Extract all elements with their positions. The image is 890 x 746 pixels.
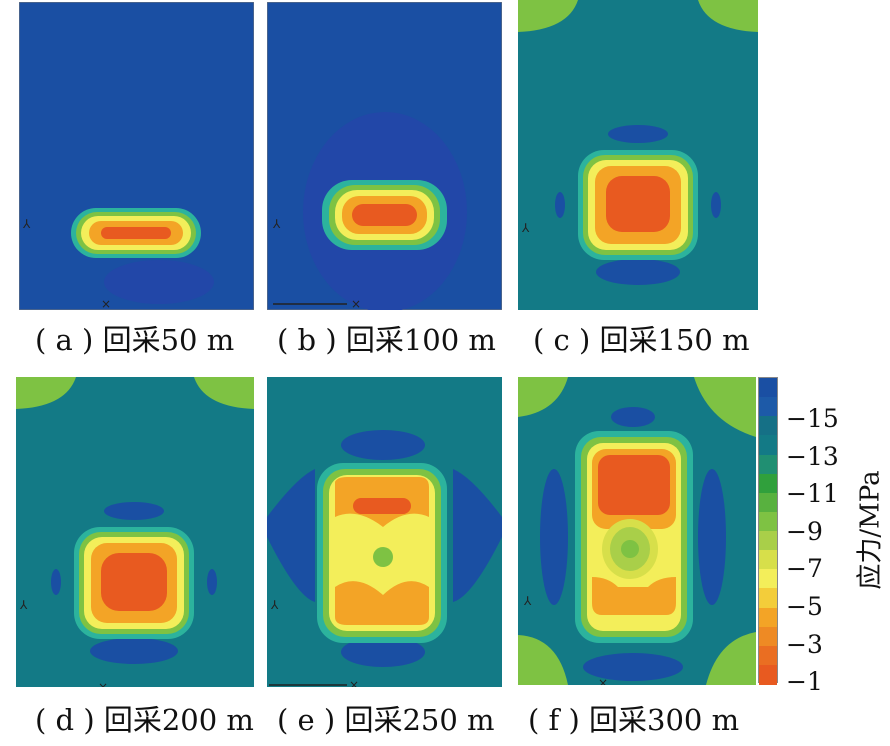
svg-text:×: × [349,678,359,687]
colorbar-band [759,645,777,666]
colorbar-band [759,511,777,532]
panel-f: ⅄ × [518,377,756,685]
caption-c: ( c ) 回采150 m [533,323,750,357]
caption-f: ( f ) 回采300 m [528,703,740,737]
panel-a: ⅄ × [19,2,254,310]
colorbar-band [759,435,777,455]
svg-text:⅄: ⅄ [22,217,31,231]
colorbar-band [759,664,777,685]
caption-a: ( a ) 回采50 m [35,323,235,357]
colorbar-tick-label: −5 [786,592,823,621]
panel-d: ⅄ × [16,377,254,687]
svg-text:⅄: ⅄ [521,221,530,235]
colorbar-band [759,454,777,475]
svg-text:×: × [101,297,111,310]
colorbar-band [759,531,777,551]
colorbar-band [759,588,777,608]
colorbar-band [759,473,777,494]
colorbar-band [759,378,777,398]
colorbar-band [759,626,777,647]
svg-text:⅄: ⅄ [270,598,279,612]
caption-e: ( e ) 回采250 m [277,703,495,737]
colorbar-title: 应力/MPa [855,470,886,590]
colorbar-band [759,492,777,513]
colorbar-tick-label: −15 [786,404,839,433]
colorbar [758,377,778,685]
colorbar-band [759,569,777,589]
svg-text:⅄: ⅄ [523,594,532,608]
colorbar-band [759,550,777,570]
svg-text:⅄: ⅄ [272,217,281,231]
colorbar-band [759,397,777,417]
panel-b: ⅄ × [267,2,502,310]
colorbar-band [759,416,777,436]
colorbar-tick-label: −9 [786,516,823,546]
svg-text:×: × [351,297,361,310]
colorbar-tick-label: −1 [786,667,823,697]
caption-b: ( b ) 回采100 m [277,323,496,357]
panel-e: ⅄ × [267,377,502,687]
svg-text:⅄: ⅄ [19,598,28,612]
colorbar-tick-label: −7 [786,554,823,584]
svg-text:×: × [598,676,608,685]
caption-d: ( d ) 回采200 m [35,703,254,737]
colorbar-band [759,607,777,628]
panel-c: ⅄ [518,0,758,310]
colorbar-tick-label: −13 [786,441,839,471]
svg-text:×: × [98,680,108,687]
colorbar-tick-label: −3 [786,629,823,659]
colorbar-tick-label: −11 [786,479,839,509]
